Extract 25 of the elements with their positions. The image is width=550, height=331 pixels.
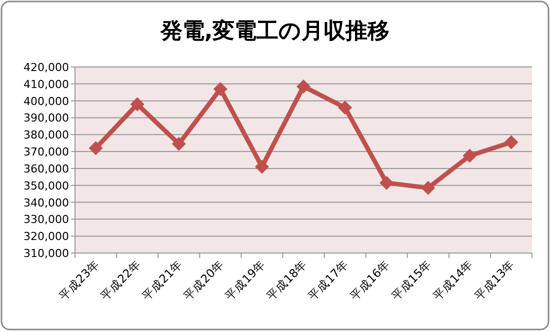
chart-title: 発電,変電工の月収推移	[159, 18, 390, 44]
point	[296, 79, 310, 94]
point	[130, 97, 144, 112]
y-tick-label: 390,000	[24, 112, 69, 125]
point	[421, 180, 436, 195]
point	[338, 100, 352, 115]
point	[213, 82, 228, 96]
point	[172, 136, 186, 151]
point	[462, 148, 477, 163]
point	[380, 176, 394, 190]
y-tick-label: 400,000	[24, 94, 69, 108]
y-tick-label: 420,000	[24, 61, 69, 74]
x-tick-label: 平成13年	[472, 257, 518, 303]
point	[88, 141, 103, 156]
y-tick-label: 370,000	[24, 146, 69, 159]
y-tick-label: 360,000	[24, 162, 69, 176]
y-tick-label: 330,000	[24, 213, 69, 226]
y-tick-label: 410,000	[24, 78, 69, 91]
y-tick-label: 320,000	[24, 230, 69, 244]
point	[504, 135, 518, 150]
y-tick-label: 310,000	[24, 247, 69, 260]
y-tick-label: 380,000	[24, 128, 69, 142]
point	[254, 160, 269, 174]
y-tick-label: 340,000	[24, 196, 69, 210]
y-tick-label: 350,000	[24, 179, 69, 192]
